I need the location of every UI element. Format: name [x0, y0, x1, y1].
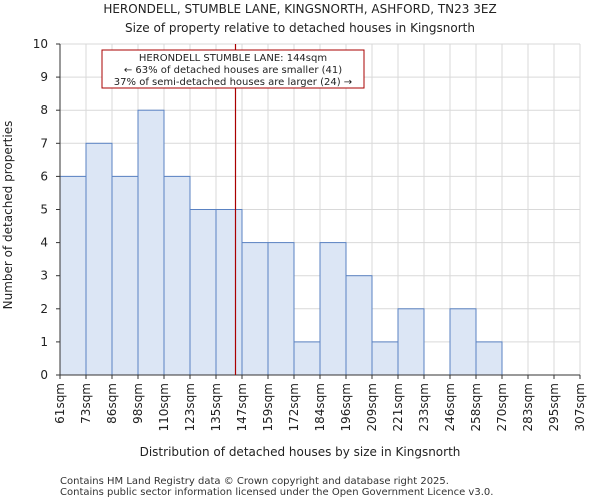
annotation-box	[101, 49, 365, 89]
x-axis-label: Distribution of detached houses by size …	[140, 445, 461, 459]
x-tick-label: 295sqm	[547, 383, 561, 431]
x-tick-label: 184sqm	[313, 383, 327, 431]
annotation-line: HERONDELL STUMBLE LANE: 144sqm	[139, 53, 327, 64]
annotation-line: ← 63% of detached houses are smaller (41…	[124, 65, 342, 76]
bar	[293, 341, 321, 376]
x-tick-label: 307sqm	[573, 383, 587, 431]
bar	[59, 175, 87, 376]
x-tick-label: 123sqm	[183, 383, 197, 431]
y-tick-label: 10	[33, 37, 48, 51]
x-tick-label: 258sqm	[469, 383, 483, 431]
x-tick-label: 221sqm	[391, 383, 405, 431]
x-tick-label: 147sqm	[235, 383, 249, 431]
bar	[449, 308, 477, 376]
x-tick-label: 98sqm	[131, 383, 145, 424]
marker: HERONDELL STUMBLE LANE: 144sqm← 63% of d…	[101, 44, 365, 375]
x-tick-label: 172sqm	[287, 383, 301, 431]
x-tick-label: 233sqm	[417, 383, 431, 431]
x-tick-label: 61sqm	[53, 383, 67, 424]
bar	[85, 142, 113, 376]
y-tick-label: 0	[40, 368, 48, 382]
x-tick-label: 86sqm	[105, 383, 119, 424]
footer-line-2: Contains public sector information licen…	[60, 487, 493, 498]
x-tick-label: 270sqm	[495, 383, 509, 431]
axes: 0 1 2 3 4 5 6 7 8 9 10 61sqm 73sqm 86sqm 98sqm 110sqm 12…	[33, 37, 587, 431]
bar	[267, 242, 295, 376]
annotation-line: 37% of semi-detached houses are larger (…	[114, 77, 352, 88]
y-tick-label: 7	[40, 136, 48, 150]
bar	[319, 242, 347, 376]
footer-line-1: Contains HM Land Registry data © Crown c…	[60, 476, 449, 487]
y-tick-label: 4	[40, 236, 48, 250]
y-tick-label: 8	[40, 103, 48, 117]
bars	[59, 109, 503, 376]
x-tick-label: 110sqm	[157, 383, 171, 431]
x-tick-label: 135sqm	[209, 383, 223, 431]
bar	[397, 308, 425, 376]
x-tick-label: 73sqm	[79, 383, 93, 424]
bar	[241, 242, 269, 376]
x-tick-label: 196sqm	[339, 383, 353, 431]
x-tick-label: 246sqm	[443, 383, 457, 431]
bar	[475, 341, 503, 376]
bar	[163, 175, 191, 376]
y-tick-label: 3	[40, 269, 48, 283]
chart-title: HERONDELL, STUMBLE LANE, KINGSNORTH, ASH…	[103, 2, 496, 16]
chart-subtitle: Size of property relative to detached ho…	[125, 21, 475, 35]
x-tick-label: 209sqm	[365, 383, 379, 431]
y-tick-label: 9	[40, 70, 48, 84]
y-tick-label: 6	[40, 169, 48, 183]
bar	[189, 209, 217, 376]
y-tick-label: 2	[40, 302, 48, 316]
bar	[215, 209, 243, 376]
x-tick-label: 159sqm	[261, 383, 275, 431]
x-tick-label: 283sqm	[521, 383, 535, 431]
y-tick-label: 1	[40, 335, 48, 349]
bar	[371, 341, 399, 376]
y-axis-label: Number of detached properties	[1, 121, 15, 310]
y-tick-label: 5	[40, 203, 48, 217]
bar	[111, 175, 139, 376]
bar	[345, 275, 373, 376]
bar	[137, 109, 165, 376]
